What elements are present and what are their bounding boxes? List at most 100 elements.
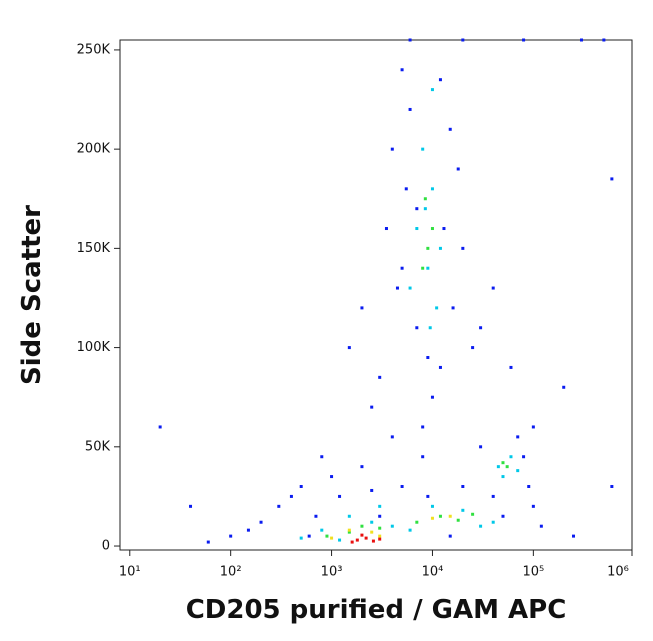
point <box>390 524 394 528</box>
point <box>378 504 382 508</box>
point <box>516 435 520 439</box>
point <box>479 524 483 528</box>
point <box>314 514 318 518</box>
point <box>289 494 293 498</box>
point <box>350 540 354 544</box>
point <box>516 469 520 473</box>
point <box>501 461 505 465</box>
y-tick-label: 150K <box>77 241 111 256</box>
point <box>572 534 576 538</box>
point <box>347 528 351 532</box>
point <box>509 455 513 459</box>
point <box>426 494 430 498</box>
point <box>421 266 425 270</box>
y-axis-title: Side Scatter <box>17 205 47 385</box>
point <box>408 38 412 42</box>
plot-frame <box>119 39 633 551</box>
point <box>423 207 427 211</box>
x-tick-label: 10⁴ <box>422 565 444 580</box>
point <box>378 375 382 379</box>
point <box>390 147 394 151</box>
point <box>448 127 452 131</box>
point <box>461 38 465 42</box>
point <box>378 514 382 518</box>
point <box>277 504 281 508</box>
point <box>451 306 455 310</box>
x-tick-label: 10³ <box>321 565 343 580</box>
point <box>461 484 465 488</box>
point <box>430 395 434 399</box>
point <box>370 530 374 534</box>
x-axis-title: CD205 purified / GAM APC <box>186 595 567 625</box>
point <box>448 534 452 538</box>
point <box>505 465 509 469</box>
point <box>562 385 566 389</box>
x-tick-label: 10¹ <box>119 565 141 580</box>
point <box>479 445 483 449</box>
point <box>456 167 460 171</box>
point <box>461 508 465 512</box>
point <box>378 534 382 538</box>
point <box>471 346 475 350</box>
point <box>360 524 364 528</box>
y-tick-label: 0 <box>102 539 110 554</box>
point <box>423 197 427 201</box>
point <box>307 534 311 538</box>
point <box>408 286 412 290</box>
point <box>189 504 193 508</box>
point <box>371 539 375 543</box>
point <box>370 488 374 492</box>
point <box>360 465 364 469</box>
point <box>430 504 434 508</box>
point <box>522 38 526 42</box>
point <box>430 227 434 231</box>
point <box>442 227 446 231</box>
point <box>531 504 535 508</box>
y-tick-label: 200K <box>77 142 111 157</box>
point <box>384 227 388 231</box>
point <box>370 520 374 524</box>
point <box>404 187 408 191</box>
point <box>400 266 404 270</box>
x-tick-label: 10⁶ <box>607 565 629 580</box>
point <box>448 514 452 518</box>
point <box>259 520 263 524</box>
point <box>415 326 419 330</box>
point <box>539 524 543 528</box>
point <box>415 520 419 524</box>
point <box>206 540 210 544</box>
point <box>430 88 434 92</box>
point <box>347 530 351 534</box>
y-tick-label: 100K <box>77 340 111 355</box>
point <box>496 465 500 469</box>
point <box>426 356 430 360</box>
point <box>438 246 442 250</box>
point <box>428 326 432 330</box>
point <box>426 246 430 250</box>
point <box>408 528 412 532</box>
point <box>461 246 465 250</box>
point <box>370 405 374 409</box>
point <box>229 534 233 538</box>
point <box>421 147 425 151</box>
point <box>378 537 382 541</box>
point <box>330 536 334 540</box>
point <box>491 494 495 498</box>
point <box>501 475 505 479</box>
point <box>360 306 364 310</box>
point <box>415 207 419 211</box>
point <box>246 528 250 532</box>
x-tick-label: 10² <box>220 565 242 580</box>
point <box>610 177 614 181</box>
point <box>438 365 442 369</box>
point <box>325 534 329 538</box>
point <box>438 78 442 82</box>
point <box>400 68 404 72</box>
point <box>320 455 324 459</box>
point <box>355 538 359 542</box>
point <box>347 346 351 350</box>
point <box>430 187 434 191</box>
point <box>299 484 303 488</box>
point <box>509 365 513 369</box>
